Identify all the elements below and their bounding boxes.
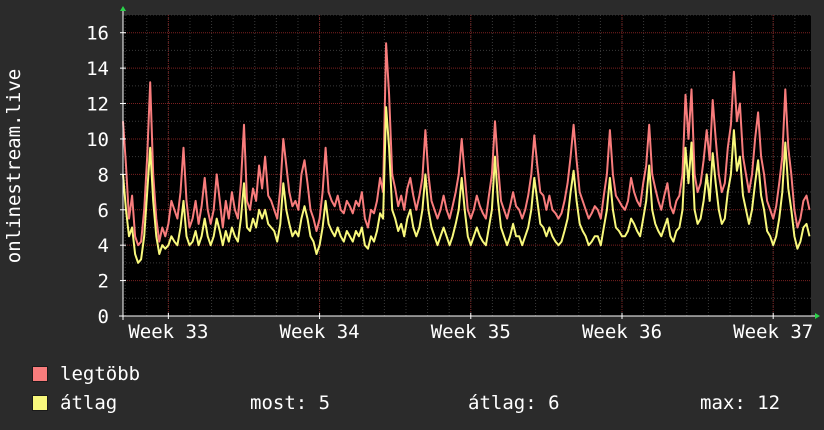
y-tick-label: 8 bbox=[98, 164, 109, 186]
y-tick-label: 4 bbox=[98, 235, 109, 257]
y-tick-label: 14 bbox=[86, 58, 109, 80]
x-axis-arrow bbox=[815, 313, 820, 319]
stat-max: max: 12 bbox=[700, 392, 780, 414]
x-tick-label: Week 37 bbox=[733, 321, 813, 343]
axis-labels: 0 2 4 6 8 10 12 14 16 Week 33 Week 34 Week 35 Week 3… bbox=[86, 23, 813, 343]
legend-avg-label: átlag bbox=[60, 392, 118, 414]
y-tick-label: 12 bbox=[86, 94, 109, 116]
series-layer bbox=[122, 42, 811, 264]
y-axis-label: onlinestream.live bbox=[3, 69, 25, 263]
plot-area bbox=[123, 15, 811, 316]
stat-max-value: 12 bbox=[757, 392, 781, 414]
y-tick-label: 6 bbox=[98, 200, 109, 222]
y-axis-arrow bbox=[120, 6, 126, 11]
axes bbox=[119, 6, 820, 320]
legend-avg: átlag bbox=[32, 392, 117, 414]
stat-max-label: max: bbox=[700, 392, 746, 414]
series-line-avg bbox=[122, 106, 811, 264]
y-tick-label: 2 bbox=[98, 271, 109, 293]
legend-max-label: legtöbb bbox=[60, 363, 141, 385]
legend-avg-swatch bbox=[32, 395, 48, 411]
stat-now: most: 5 bbox=[250, 392, 330, 414]
stat-now-value: 5 bbox=[318, 392, 331, 414]
legend-max-swatch bbox=[32, 366, 48, 382]
stat-avg-label: átlag: bbox=[468, 392, 537, 414]
x-tick-label: Week 35 bbox=[431, 321, 511, 343]
x-tick-label: Week 34 bbox=[280, 321, 360, 343]
legend-max: legtöbb bbox=[32, 363, 140, 385]
x-tick-label: Week 36 bbox=[582, 321, 662, 343]
series-line-max bbox=[122, 42, 811, 247]
y-tick-label: 0 bbox=[98, 306, 109, 328]
y-tick-label: 10 bbox=[86, 129, 109, 151]
stat-avg: átlag: 6 bbox=[468, 392, 560, 414]
x-tick-label: Week 33 bbox=[128, 321, 208, 343]
y-tick-label: 16 bbox=[86, 23, 109, 45]
stat-now-label: most: bbox=[250, 392, 308, 414]
stat-avg-value: 6 bbox=[548, 392, 560, 414]
